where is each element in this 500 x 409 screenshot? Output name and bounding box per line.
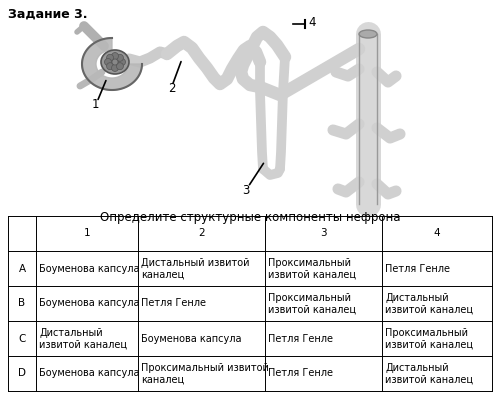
Text: 3: 3 — [320, 229, 327, 238]
Circle shape — [118, 58, 126, 65]
Text: Проксимальный
извитой каналец: Проксимальный извитой каналец — [385, 328, 473, 349]
Circle shape — [116, 54, 123, 61]
Text: B: B — [18, 299, 26, 308]
Text: Петля Генле: Петля Генле — [141, 299, 206, 308]
Text: Проксимальный
извитой каналец: Проксимальный извитой каналец — [268, 293, 356, 314]
Circle shape — [112, 59, 118, 65]
Text: Петля Генле: Петля Генле — [268, 369, 333, 378]
Text: Дистальный
извитой каналец: Дистальный извитой каналец — [385, 293, 473, 314]
Text: Петля Генле: Петля Генле — [268, 333, 333, 344]
Text: 4: 4 — [308, 16, 316, 29]
Text: 3: 3 — [242, 184, 250, 197]
Text: 4: 4 — [434, 229, 440, 238]
Text: Проксимальный извитой
каналец: Проксимальный извитой каналец — [141, 363, 269, 384]
Circle shape — [112, 65, 118, 72]
Text: Боуменова капсула: Боуменова капсула — [39, 299, 140, 308]
Text: Боуменова капсула: Боуменова капсула — [39, 369, 140, 378]
Text: 1: 1 — [84, 229, 90, 238]
Circle shape — [106, 63, 114, 70]
Polygon shape — [82, 38, 142, 90]
Circle shape — [116, 63, 123, 70]
Circle shape — [106, 54, 114, 61]
Text: Определите структурные компоненты нефрона: Определите структурные компоненты нефрон… — [100, 211, 400, 224]
Text: Боуменова капсула: Боуменова капсула — [39, 263, 140, 274]
Text: 2: 2 — [198, 229, 205, 238]
Text: Боуменова капсула: Боуменова капсула — [141, 333, 242, 344]
Text: Дистальный
извитой каналец: Дистальный извитой каналец — [39, 328, 127, 349]
Text: Проксимальный
извитой каналец: Проксимальный извитой каналец — [268, 258, 356, 279]
Text: Дистальный
извитой каналец: Дистальный извитой каналец — [385, 363, 473, 384]
Text: D: D — [18, 369, 26, 378]
Text: Задание 3.: Задание 3. — [8, 8, 87, 21]
Circle shape — [112, 52, 118, 60]
Text: 1: 1 — [92, 98, 100, 111]
Text: 2: 2 — [168, 82, 175, 95]
Text: C: C — [18, 333, 26, 344]
Text: Петля Генле: Петля Генле — [385, 263, 450, 274]
Ellipse shape — [101, 50, 129, 74]
Text: Дистальный извитой
каналец: Дистальный извитой каналец — [141, 258, 250, 279]
Circle shape — [104, 58, 112, 65]
Text: A: A — [18, 263, 26, 274]
Ellipse shape — [359, 30, 377, 38]
